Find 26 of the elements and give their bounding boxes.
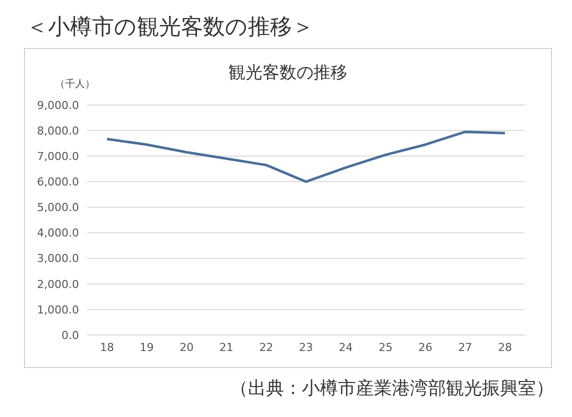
- x-tick-label: 22: [259, 340, 274, 354]
- x-tick-label: 26: [418, 340, 432, 354]
- text: （出典：小樽市産業港湾部観光振興室）: [230, 377, 554, 400]
- y-tick-label: 8,000.0: [37, 124, 79, 138]
- chart-title: ＜小樽市の観光客数の推移＞: [26, 14, 314, 42]
- y-tick-label: 4,000.0: [37, 226, 79, 240]
- chart-subtitle: 観光客数の推移: [228, 63, 348, 83]
- y-tick-label: 3,000.0: [37, 252, 79, 266]
- y-tick-label: 0.0: [62, 328, 79, 342]
- x-tick-label: 24: [338, 340, 353, 354]
- y-tick-label: 1,000.0: [37, 303, 79, 316]
- x-tick-label: 18: [100, 340, 114, 354]
- y-tick-label: 5,000.0: [37, 201, 79, 214]
- x-tick-label: 27: [458, 340, 472, 354]
- x-tick-label: 21: [219, 340, 234, 354]
- x-tick-label: 19: [140, 340, 154, 354]
- x-tick-label: 20: [180, 340, 194, 354]
- y-tick-label: 2,000.0: [37, 278, 79, 291]
- y-axis-title: （千人）: [55, 78, 95, 91]
- x-tick-label: 25: [378, 340, 393, 354]
- x-tick-label: 23: [299, 340, 313, 354]
- y-tick-label: 9,000.0: [37, 98, 79, 112]
- y-tick-label: 6,000.0: [37, 176, 79, 189]
- x-tick-label: 28: [498, 340, 512, 354]
- line-series: [106, 130, 506, 183]
- y-tick-label: 7,000.0: [37, 150, 79, 164]
